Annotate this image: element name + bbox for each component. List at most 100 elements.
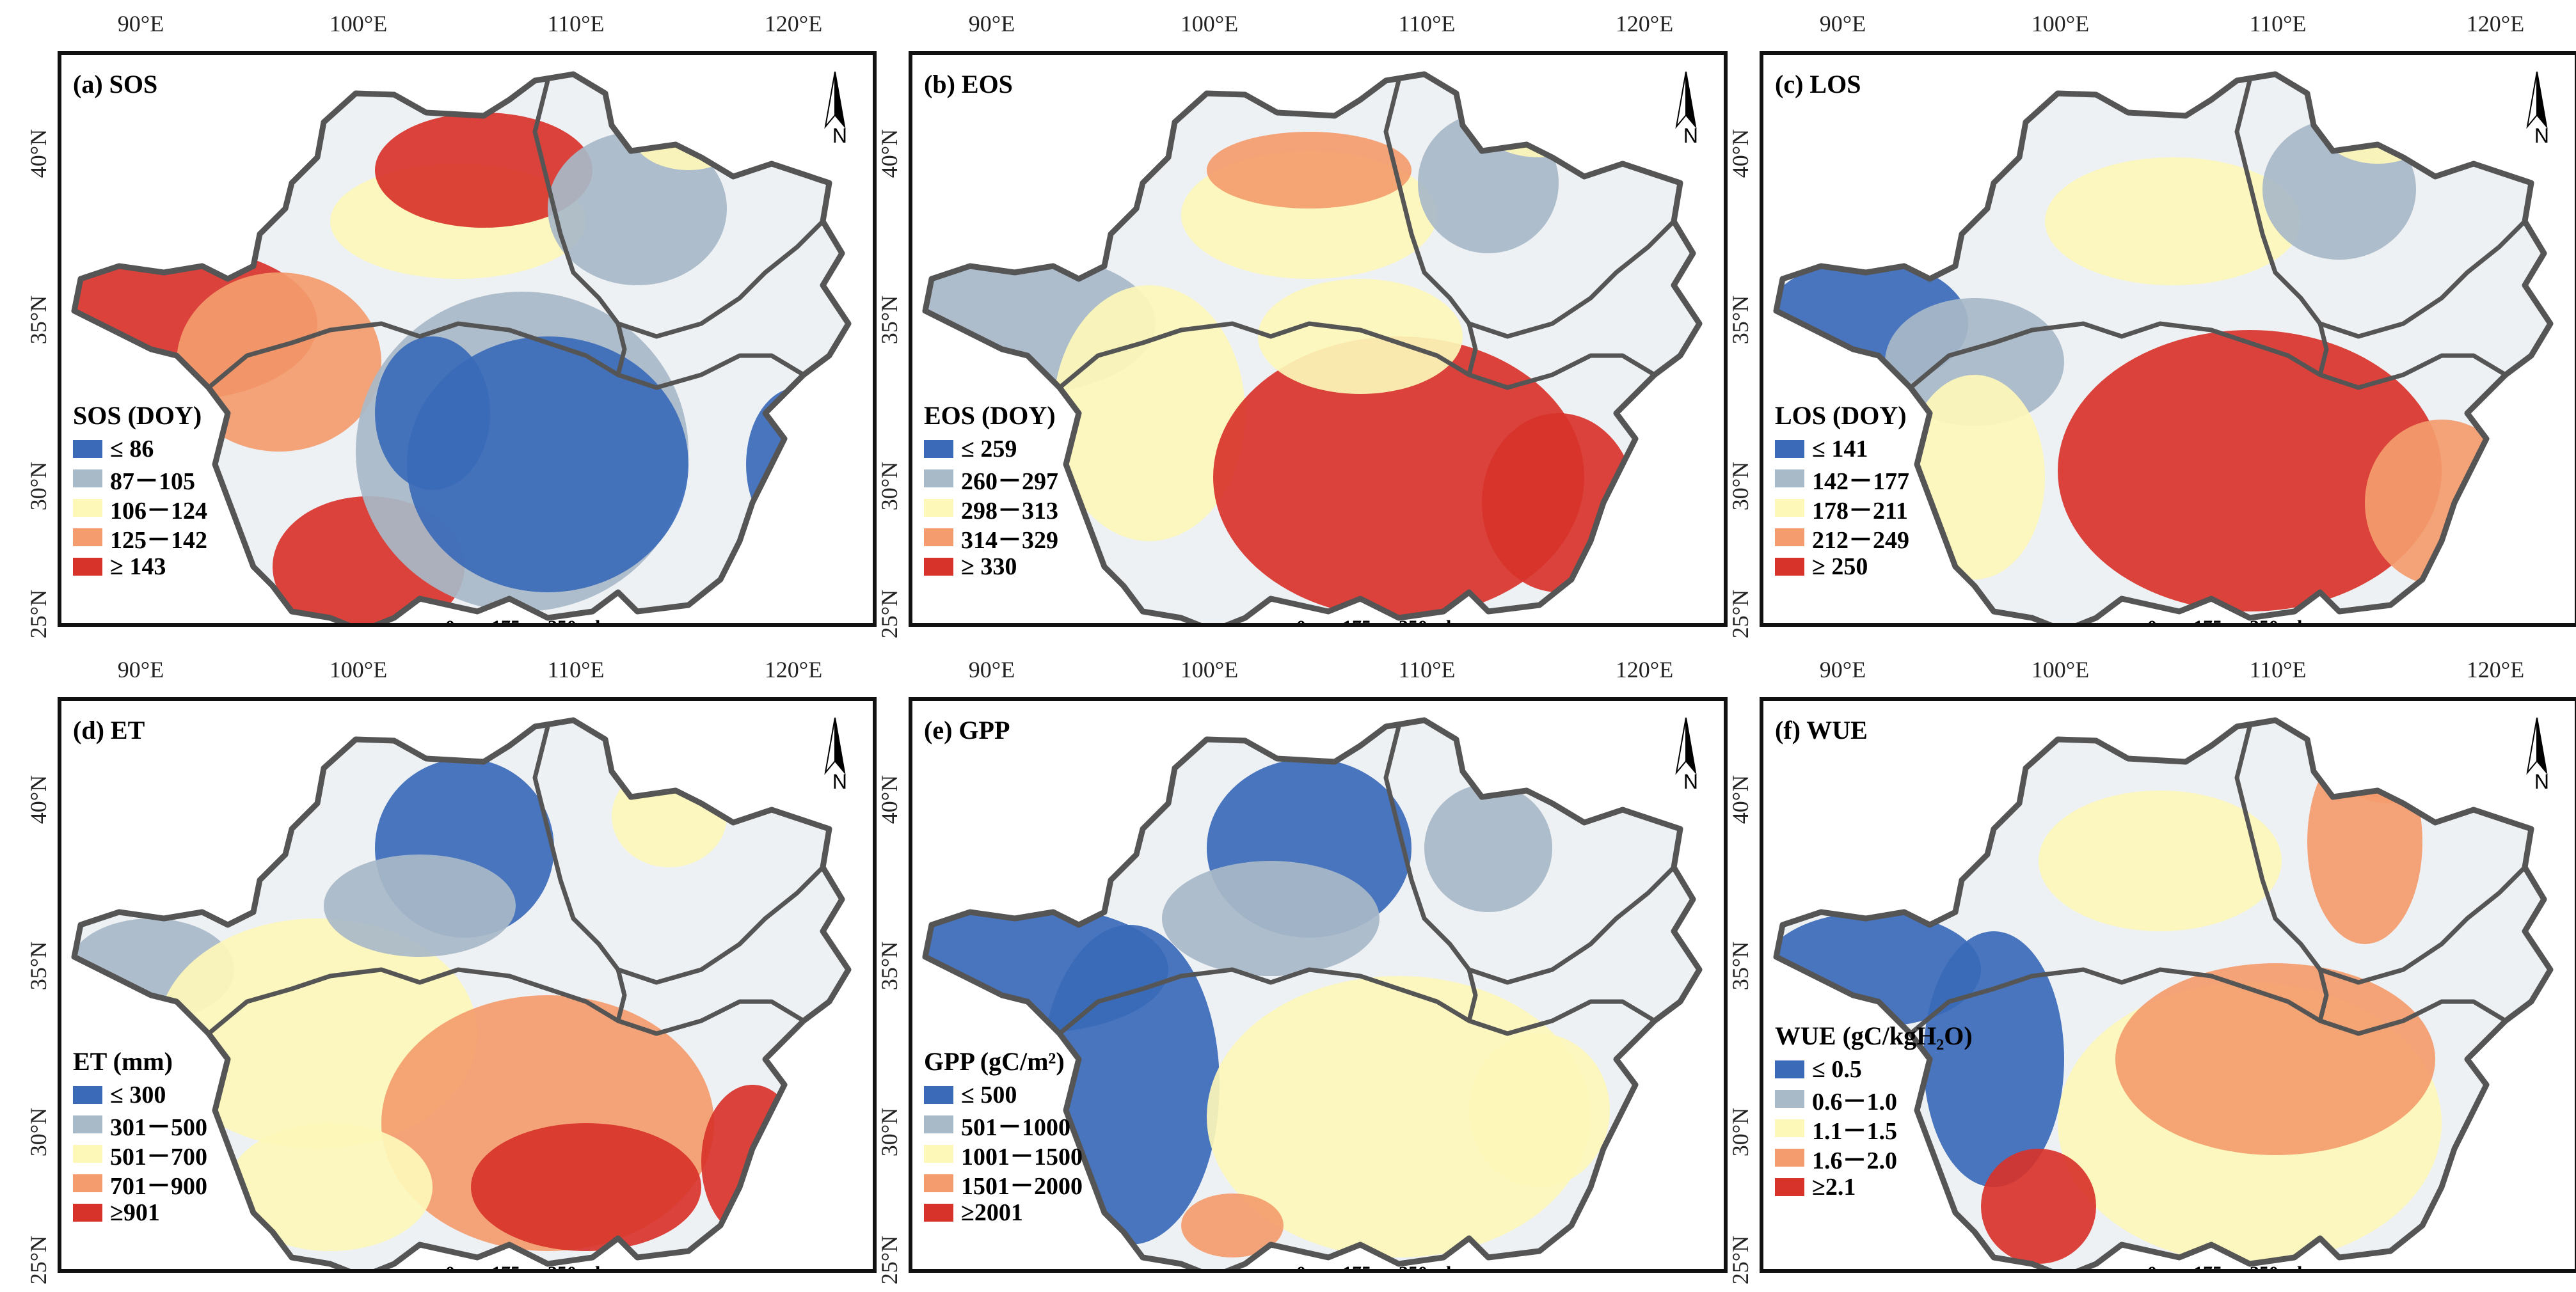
lon-tick-label: 100°E — [2031, 657, 2090, 682]
scale-label-175: 175 — [1342, 617, 1371, 623]
legend-item: 142－177 — [1775, 464, 1910, 495]
legend-swatch — [73, 1145, 102, 1163]
scale-label-0: 0 — [2147, 1263, 2157, 1269]
legend-item: 106－124 — [73, 493, 208, 524]
lat-tick-label: 40°N — [26, 775, 51, 824]
map-panel-3: (c) LOS N LOS (DOY) ≤ 141 142－177 178－211 2… — [1760, 51, 2576, 627]
map-value-patch — [2365, 420, 2518, 586]
lon-tick-label: 120°E — [2466, 11, 2525, 36]
map-canvas — [922, 71, 1703, 623]
scale-label-175: 175 — [1342, 1263, 1371, 1269]
lat-tick-label: 40°N — [877, 129, 902, 178]
scale-label-175: 175 — [2193, 1263, 2222, 1269]
map-canvas — [71, 71, 852, 623]
legend: GPP (gC/m²) ≤ 500 501－1000 1001－1500 1501－2… — [924, 1046, 1083, 1227]
legend-label: ≥ 250 — [1812, 553, 1868, 580]
legend-swatch — [1775, 1090, 1804, 1108]
legend-item: ≥2.1 — [1775, 1172, 1973, 1202]
scale-label-175: 175 — [491, 617, 520, 623]
map-panel-1: (a) SOS N SOS (DOY) ≤ 86 87－105 106－124 125… — [58, 51, 877, 627]
legend-item: ≥ 143 — [73, 552, 207, 581]
panel-title: (b) EOS — [924, 70, 1013, 98]
map-value-patch — [612, 765, 727, 867]
scale-bar: 0 175 350 km — [445, 617, 681, 623]
map-value-patch — [1418, 113, 1559, 253]
lat-tick-label: 25°N — [1728, 589, 1753, 639]
legend-swatch — [1775, 1178, 1804, 1196]
legend-label: ≥901 — [110, 1199, 160, 1226]
legend-label: ≤ 0.5 — [1812, 1056, 1862, 1083]
legend-label: 314－329 — [961, 526, 1059, 554]
legend-label: ≥2001 — [961, 1199, 1023, 1226]
legend-item: 298－313 — [924, 493, 1058, 524]
legend-label: ≤ 259 — [961, 436, 1017, 462]
scale-label-0: 0 — [1296, 1263, 1306, 1269]
lon-tick-label: 110°E — [2249, 657, 2307, 682]
legend-label: 260－297 — [961, 468, 1059, 495]
map-canvas — [71, 717, 852, 1269]
legend-swatch — [73, 528, 102, 546]
legend-label: 106－124 — [110, 497, 208, 524]
legend-item: ≤ 500 — [924, 1080, 1083, 1110]
lon-tick-label: 120°E — [1615, 657, 1674, 682]
lon-tick-label: 120°E — [764, 657, 823, 682]
north-label: N — [2534, 770, 2549, 793]
legend-item: 87－105 — [73, 464, 207, 495]
legend-label: 125－142 — [110, 526, 208, 554]
lon-tick-label: 90°E — [1819, 657, 1866, 682]
map-value-patch — [1207, 976, 1591, 1257]
legend-item: 314－329 — [924, 523, 1059, 554]
legend-swatch — [73, 1204, 102, 1222]
legend-swatch — [1775, 1060, 1804, 1078]
map-value-patch — [2307, 739, 2422, 944]
legend-item: ≥2001 — [924, 1198, 1083, 1227]
map-value-patch — [375, 336, 490, 490]
legend-label: 1501－2000 — [961, 1172, 1083, 1200]
legend: ET (mm) ≤ 300 301－500 501－700 701－900 ≥901 — [73, 1046, 207, 1227]
legend-label: 1.1－1.5 — [1812, 1117, 1898, 1145]
legend-title: EOS (DOY) — [924, 401, 1056, 430]
scale-label-350: 350 — [1399, 1263, 1427, 1269]
north-arrow-icon — [2515, 70, 2559, 154]
lat-tick-label: 35°N — [1728, 941, 1753, 991]
lon-tick-label: 120°E — [764, 11, 823, 36]
lon-tick-label: 110°E — [547, 11, 605, 36]
scale-label-350: 350 — [2250, 617, 2278, 623]
legend-label: 178－211 — [1812, 497, 1908, 524]
map-value-patch — [471, 1123, 701, 1251]
map-value-patch — [1162, 861, 1379, 976]
legend-swatch — [1775, 499, 1804, 517]
lat-tick-label: 35°N — [26, 941, 51, 991]
legend-label: ≥2.1 — [1812, 1174, 1856, 1201]
legend: LOS (DOY) ≤ 141 142－177 178－211 212－249 ≥ 25… — [1775, 400, 1909, 581]
legend-label: 701－900 — [110, 1172, 208, 1200]
legend-swatch — [73, 469, 102, 487]
legend-item: ≥ 330 — [924, 552, 1058, 581]
legend: EOS (DOY) ≤ 259 260－297 298－313 314－329 ≥ 33… — [924, 400, 1058, 581]
legend-swatch — [73, 558, 102, 576]
north-label: N — [2534, 124, 2549, 147]
map-value-patch — [746, 388, 848, 541]
lat-tick-label: 30°N — [877, 461, 902, 511]
lat-tick-label: 30°N — [26, 1107, 51, 1157]
legend-label: ≥ 330 — [961, 553, 1017, 580]
map-value-patch — [2115, 963, 2435, 1155]
scale-label-unit: km — [595, 1263, 622, 1269]
legend-label: ≤ 500 — [961, 1082, 1017, 1108]
north-label: N — [1683, 124, 1698, 147]
legend-label: 87－105 — [110, 468, 196, 495]
lat-tick-label: 35°N — [877, 941, 902, 991]
scale-label-unit: km — [1446, 617, 1473, 623]
lon-tick-label: 90°E — [117, 11, 164, 36]
scale-bar: 0 175 350 km — [2147, 1263, 2383, 1269]
lat-tick-label: 35°N — [1728, 295, 1753, 345]
map-canvas — [1773, 71, 2554, 623]
lon-tick-label: 110°E — [1398, 11, 1456, 36]
legend-item: 701－900 — [73, 1169, 208, 1200]
legend-label: 142－177 — [1812, 468, 1910, 495]
legend-swatch — [924, 469, 953, 487]
lon-tick-label: 100°E — [329, 657, 388, 682]
map-value-patch — [1482, 413, 1635, 592]
legend-swatch — [1775, 1149, 1804, 1167]
north-arrow-icon — [813, 716, 857, 800]
